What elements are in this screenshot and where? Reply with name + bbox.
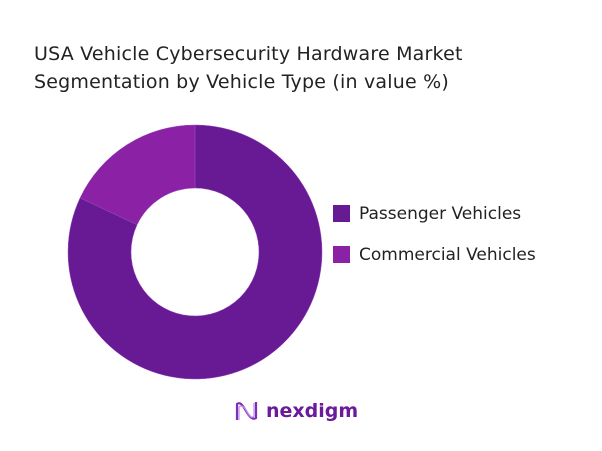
legend-item-commercial: Commercial Vehicles bbox=[333, 234, 536, 275]
chart-title-line-2: Segmentation by Vehicle Type (in value %… bbox=[34, 71, 449, 93]
chart-title-line-1: USA Vehicle Cybersecurity Hardware Marke… bbox=[34, 43, 463, 65]
legend: Passenger Vehicles Commercial Vehicles bbox=[333, 193, 536, 275]
legend-swatch bbox=[333, 205, 350, 222]
donut-slice-passenger-vehicles bbox=[67, 124, 323, 380]
logo-text: nexdigm bbox=[266, 400, 359, 422]
chart-title: USA Vehicle Cybersecurity Hardware Marke… bbox=[34, 40, 463, 96]
nexdigm-logo: nexdigm bbox=[234, 400, 358, 422]
legend-label: Commercial Vehicles bbox=[359, 244, 536, 265]
logo-icon bbox=[235, 402, 258, 420]
donut-slice-commercial-vehicles bbox=[79, 124, 196, 226]
legend-item-passenger: Passenger Vehicles bbox=[333, 193, 536, 234]
legend-swatch bbox=[333, 246, 350, 263]
legend-label: Passenger Vehicles bbox=[359, 203, 522, 224]
